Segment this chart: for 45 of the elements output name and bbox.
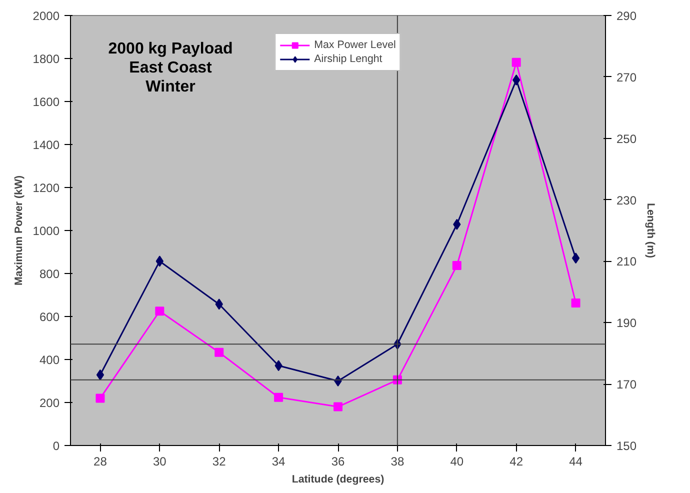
- point: [512, 74, 520, 86]
- y-tick-label: 400: [39, 353, 60, 367]
- text: 2000 kg Payload East Coast Winter: [108, 40, 233, 96]
- y2-tick-label: 150: [616, 439, 637, 453]
- x-tick-label: 44: [569, 454, 583, 468]
- y-tick-label: 800: [39, 267, 60, 281]
- x-tick-label: 38: [390, 454, 404, 468]
- y-tick-label: 1200: [32, 181, 60, 195]
- point: [452, 261, 462, 270]
- x-tick-label: 36: [331, 454, 345, 468]
- point: [274, 392, 284, 402]
- y-tick-label: 1800: [32, 52, 60, 66]
- point: [334, 402, 342, 412]
- point: [155, 306, 164, 316]
- y-tick-label: 0: [52, 439, 60, 453]
- y2-tick-label: 250: [616, 132, 637, 146]
- y2-axis-title: Length (m): [644, 202, 657, 258]
- y2-tick-label: 290: [616, 9, 637, 23]
- x-tick-label: 40: [450, 454, 464, 468]
- y-tick-label: 1000: [32, 224, 60, 238]
- legend-label: Airship Lenght: [314, 52, 382, 66]
- point: [572, 252, 580, 264]
- point: [571, 298, 580, 308]
- y-tick-label: 200: [39, 396, 60, 410]
- y-axis-title: Maximum Power (kW): [12, 174, 25, 286]
- y2-tick-label: 190: [616, 316, 637, 330]
- y-tick-label: 1600: [32, 95, 60, 109]
- y-tick-label: 600: [39, 310, 60, 324]
- point: [96, 394, 105, 403]
- x-tick-label: 28: [94, 454, 108, 468]
- x-tick-label: 34: [272, 454, 286, 468]
- point: [214, 348, 224, 357]
- x-tick-label: 32: [212, 454, 226, 468]
- x-tick-label: 42: [510, 454, 524, 468]
- x-tick-label: 30: [152, 454, 167, 468]
- y2-tick-label: 170: [616, 378, 637, 392]
- y-tick-label: 1400: [32, 138, 60, 152]
- legend-label: Max Power Level: [314, 38, 396, 52]
- y2-tick-label: 210: [616, 254, 637, 269]
- y-tick-label: 2000: [32, 9, 60, 23]
- y2-tick-label: 270: [616, 70, 637, 84]
- point: [512, 58, 521, 67]
- point: [96, 369, 104, 380]
- y2-tick-label: 230: [616, 193, 637, 208]
- x-axis-title: Latitude (degrees): [292, 474, 385, 486]
